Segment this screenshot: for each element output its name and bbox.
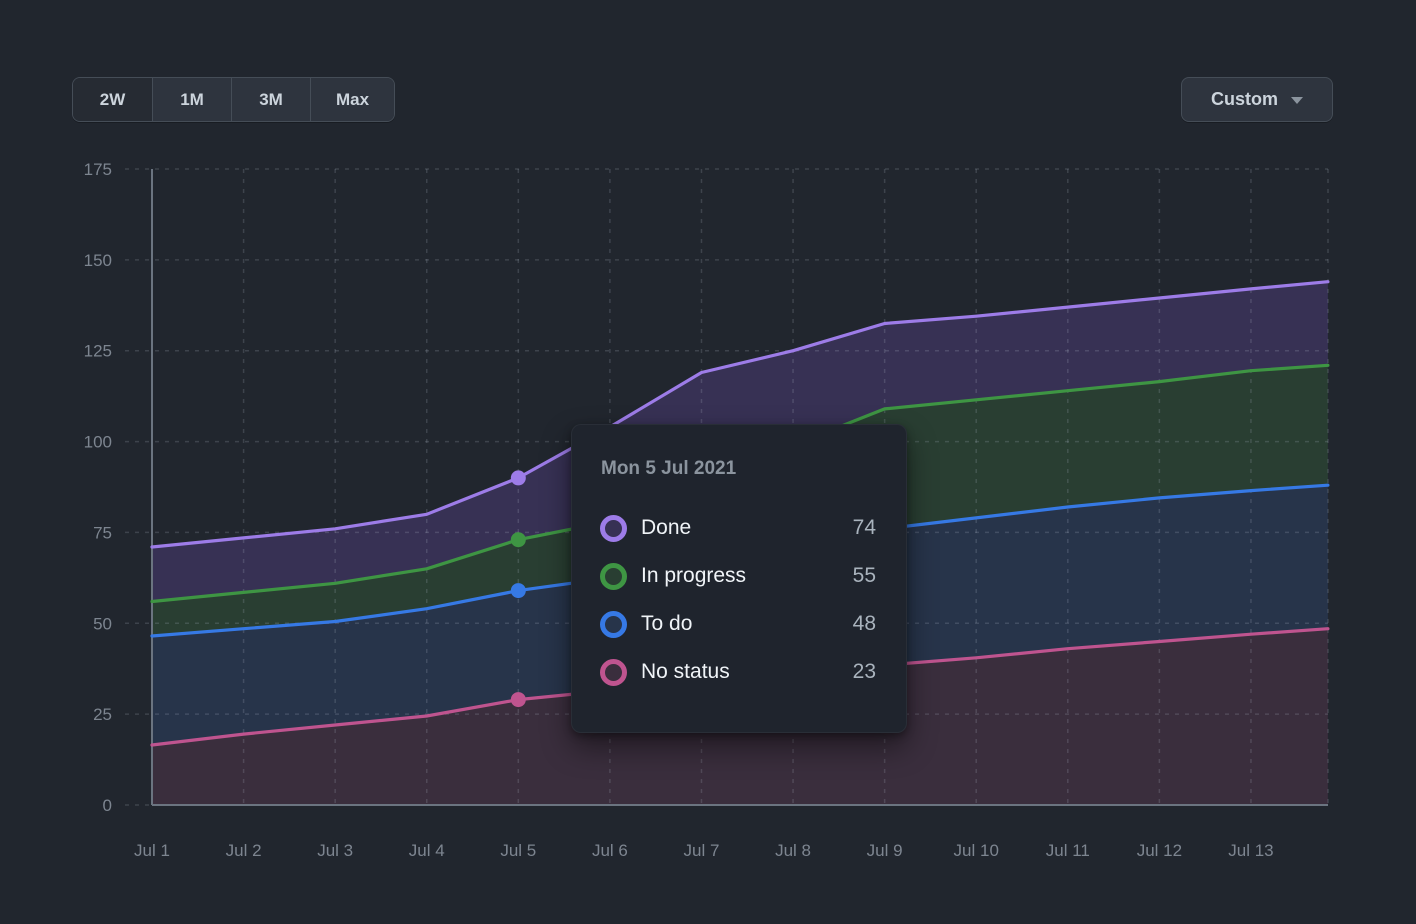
chart-tooltip: Mon 5 Jul 2021 Done 74 In progress 55 To… (571, 424, 907, 733)
range-button-max[interactable]: Max (310, 78, 394, 121)
series-line-done (150, 280, 1330, 549)
x-tick-label: Jul 2 (226, 841, 262, 860)
x-tick-label: Jul 3 (317, 841, 353, 860)
series-value: 74 (852, 516, 876, 539)
custom-range-label: Custom (1211, 89, 1278, 109)
custom-range-button[interactable]: Custom (1181, 77, 1333, 122)
x-tick-label: Jul 13 (1228, 841, 1273, 860)
tooltip-row-no-status: No status 23 (600, 648, 876, 696)
x-tick-label: Jul 12 (1137, 841, 1182, 860)
x-tick-label: Jul 6 (592, 841, 628, 860)
series-value: 55 (852, 564, 876, 587)
x-tick-label: Jul 7 (684, 841, 720, 860)
y-tick-label: 175 (84, 160, 112, 179)
chevron-down-icon (1291, 97, 1303, 104)
x-tick-label: Jul 4 (409, 841, 445, 860)
tooltip-row-to-do: To do 48 (600, 600, 876, 648)
series-value: 48 (852, 612, 876, 635)
x-tick-label: Jul 5 (500, 841, 536, 860)
tooltip-row-in-progress: In progress 55 (600, 552, 876, 600)
y-tick-label: 25 (93, 705, 112, 724)
x-tick-label: Jul 1 (134, 841, 170, 860)
tooltip-date: Mon 5 Jul 2021 (601, 458, 737, 479)
series-label: No status (641, 660, 730, 683)
date-range-control: 2W 1M 3M Max (72, 77, 395, 122)
highlight-dot-no-status (510, 692, 526, 708)
range-button-2w[interactable]: 2W (73, 78, 152, 121)
no-status-series-icon (600, 658, 627, 686)
x-tick-label: Jul 8 (775, 841, 811, 860)
highlight-dot-to-do (510, 583, 526, 599)
range-button-1m[interactable]: 1M (152, 78, 231, 121)
y-tick-label: 150 (84, 251, 112, 270)
y-tick-label: 75 (93, 523, 112, 542)
y-tick-label: 125 (84, 342, 112, 361)
y-tick-label: 100 (84, 433, 112, 452)
series-value: 23 (852, 660, 876, 683)
highlight-dot-in-progress (510, 532, 526, 548)
y-tick-label: 50 (93, 614, 112, 633)
tooltip-row-done: Done 74 (600, 504, 876, 552)
y-tick-label: 0 (103, 796, 112, 815)
series-label: To do (641, 612, 693, 635)
range-button-3m[interactable]: 3M (231, 78, 310, 121)
done-series-icon (600, 514, 627, 542)
x-tick-label: Jul 9 (867, 841, 903, 860)
highlight-dot-done (510, 470, 526, 486)
in-progress-series-icon (600, 562, 627, 590)
x-tick-label: Jul 10 (954, 841, 999, 860)
series-label: Done (641, 516, 692, 539)
to-do-series-icon (600, 610, 627, 638)
x-tick-label: Jul 11 (1046, 841, 1090, 860)
series-label: In progress (641, 564, 747, 587)
